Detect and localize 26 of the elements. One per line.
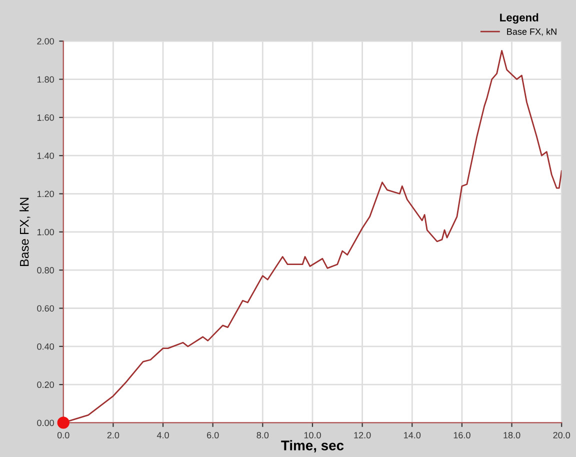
y-tick-label: 0.80	[37, 267, 54, 274]
legend-title: Legend	[500, 13, 538, 24]
x-tick-label: 6.0	[207, 432, 219, 438]
y-tick-label: 1.00	[37, 228, 54, 236]
legend-label: Base FX, kN	[507, 28, 556, 36]
x-tick-label: 14.0	[404, 432, 421, 438]
y-tick-label: 1.80	[37, 76, 54, 83]
x-tick-label: 20.0	[553, 432, 570, 438]
y-tick-label: 0.00	[37, 420, 54, 426]
x-tick-label: 4.0	[156, 432, 169, 438]
x-tick-label: 12.0	[354, 432, 371, 438]
y-tick-label: 0.40	[37, 343, 54, 350]
x-tick-label: 10.0	[304, 432, 321, 438]
x-tick-label: 8.0	[256, 432, 269, 438]
x-tick-label: 18.0	[504, 432, 520, 438]
y-axis-title: Base FX, kN	[20, 198, 30, 266]
y-tick-label: 1.40	[37, 152, 54, 159]
y-tick-label: 1.60	[37, 114, 54, 121]
x-tick-label: 2.0	[107, 432, 120, 438]
x-axis-title: Time, sec	[281, 440, 344, 452]
y-tick-label: 2.00	[37, 38, 54, 44]
y-tick-label: 0.20	[37, 382, 54, 388]
y-tick-label: 0.60	[37, 305, 54, 312]
y-tick-label: 1.20	[37, 190, 54, 198]
x-tick-label: 16.0	[454, 432, 470, 438]
x-tick-label: 0.0	[57, 432, 70, 438]
